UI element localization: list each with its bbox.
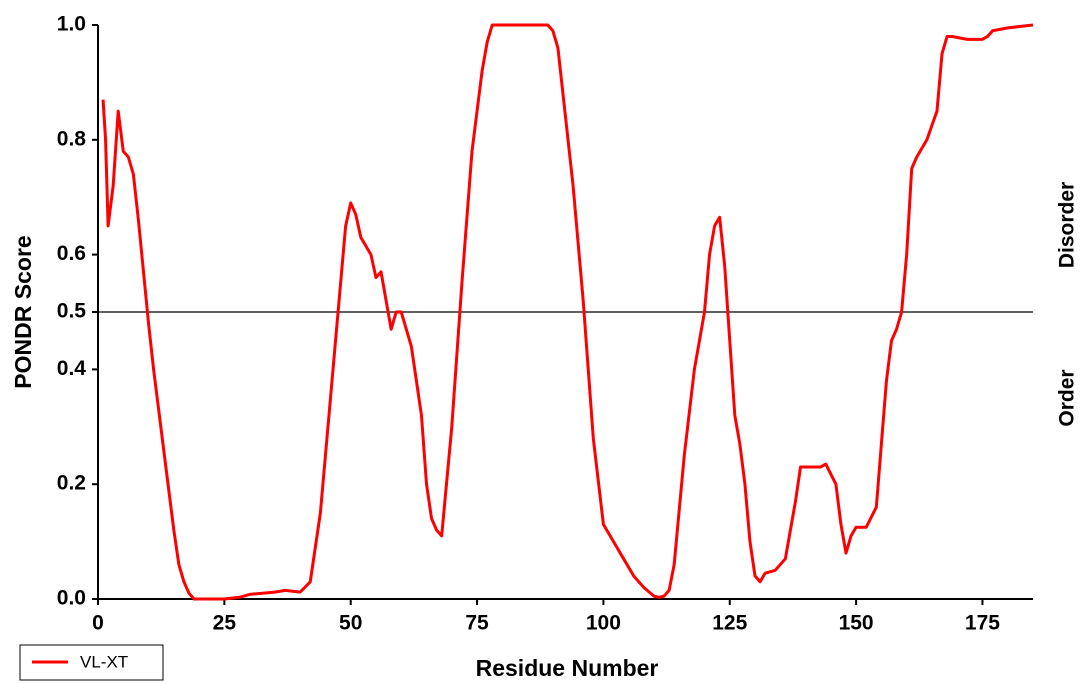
x-tick-label: 0 <box>92 612 104 635</box>
x-tick-label: 175 <box>965 612 1000 635</box>
x-tick-label: 125 <box>712 612 747 635</box>
y-tick-label: 0.8 <box>57 127 87 150</box>
x-tick-label: 150 <box>839 612 874 635</box>
y-tick-label: 0.2 <box>57 472 86 495</box>
y-tick-label: 0.5 <box>57 300 87 323</box>
x-tick-label: 75 <box>465 612 489 635</box>
x-axis-title: Residue Number <box>476 655 659 681</box>
y-tick-label: 0.0 <box>57 587 86 610</box>
y-axis-title: PONDR Score <box>10 235 36 388</box>
x-tick-label: 50 <box>339 612 362 635</box>
x-tick-label: 100 <box>586 612 621 635</box>
y-tick-label: 0.4 <box>57 357 87 380</box>
order-label: Order <box>1056 369 1079 426</box>
disorder-label: Disorder <box>1056 182 1079 268</box>
data-line <box>101 23 1034 601</box>
x-tick-label: 25 <box>213 612 237 635</box>
y-tick-label: 1.0 <box>57 13 86 36</box>
y-tick-label: 0.6 <box>57 242 86 265</box>
legend-label: VL-XT <box>80 652 128 671</box>
